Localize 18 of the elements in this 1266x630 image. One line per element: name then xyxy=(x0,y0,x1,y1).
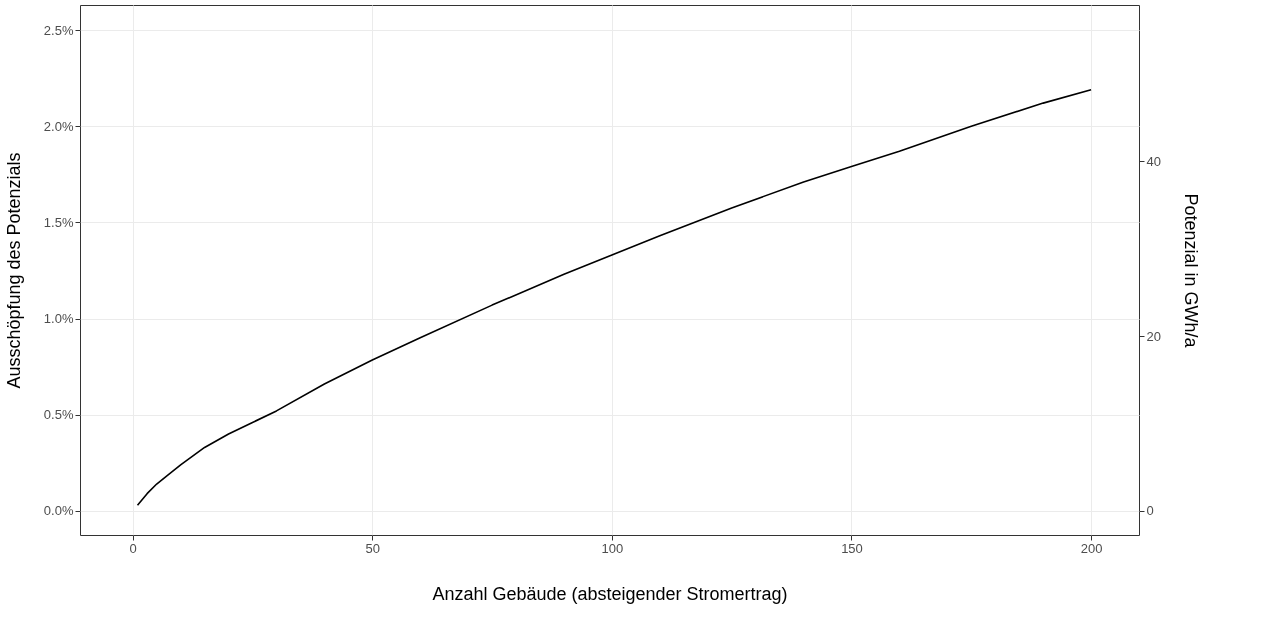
x-tick-label: 0 xyxy=(129,540,137,556)
y-tick-label: 2.5% xyxy=(43,22,74,38)
line-series xyxy=(136,88,1092,506)
x-tick-label: 150 xyxy=(841,540,863,556)
y-tick-label: 1.5% xyxy=(43,214,74,230)
x-tick-label: 100 xyxy=(601,540,624,556)
y2-tick-label: 0 xyxy=(1146,503,1154,519)
x-tick-label: 200 xyxy=(1080,540,1103,556)
y-axis-title: Ausschöpfung des Potenzials xyxy=(3,152,24,389)
y2-tick-label: 40 xyxy=(1146,153,1161,169)
y2-tick-label: 20 xyxy=(1146,328,1161,344)
y-tick-label: 0.0% xyxy=(43,503,74,519)
y-tick-label: 2.0% xyxy=(43,118,74,134)
y-tick-label: 0.5% xyxy=(43,407,74,423)
x-axis-title: Anzahl Gebäude (absteigender Stromertrag) xyxy=(432,583,788,604)
y-tick-label: 1.0% xyxy=(43,311,74,327)
y2-axis-title: Potenzial in GWh/a xyxy=(1180,193,1201,349)
x-tick-label: 50 xyxy=(365,540,381,556)
